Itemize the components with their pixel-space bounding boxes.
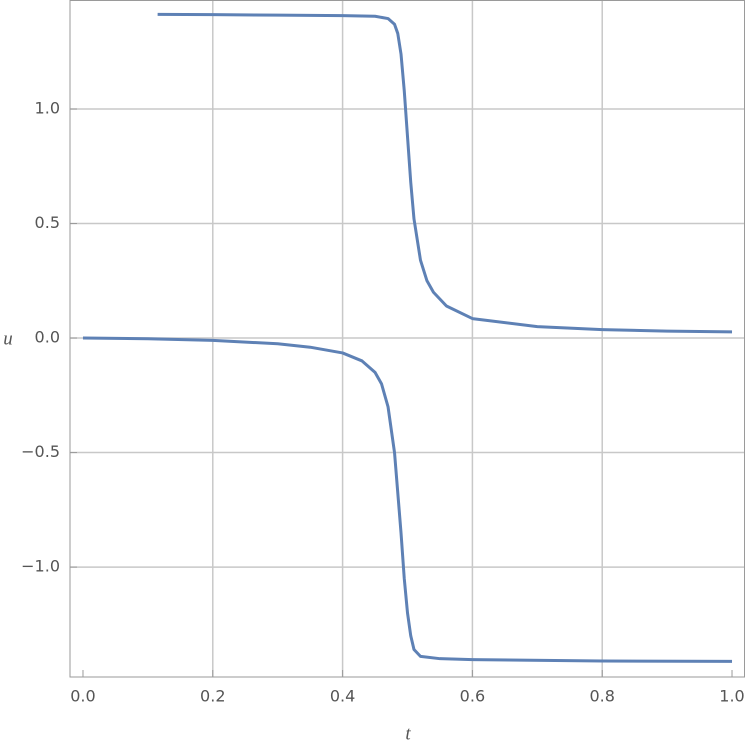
x-tick-label: 0.6	[460, 687, 485, 706]
line-series	[82, 336, 733, 663]
y-tick-label: −1.0	[21, 557, 60, 576]
y-axis-title: u	[3, 328, 13, 349]
x-tick-label: 0.0	[70, 687, 95, 706]
x-axis-title: t	[405, 723, 411, 744]
y-tick-label: 1.0	[35, 99, 60, 118]
x-tick-label: 0.2	[200, 687, 225, 706]
y-tick-label: 0.5	[35, 213, 60, 232]
line-series	[157, 12, 733, 334]
plot-frame	[69, 0, 745, 678]
y-tick-label: 0.0	[35, 328, 60, 347]
x-tick-label: 0.4	[330, 687, 355, 706]
x-tick-label: 0.8	[589, 687, 614, 706]
x-tick-label: 1.0	[719, 687, 744, 706]
y-tick-label: −0.5	[21, 442, 60, 461]
